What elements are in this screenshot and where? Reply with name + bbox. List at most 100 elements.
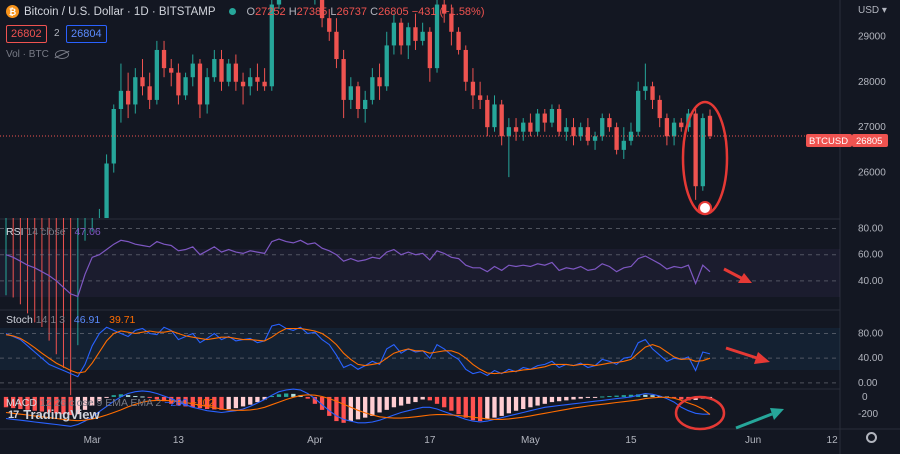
macd-histogram-bar: [147, 396, 152, 398]
macd-histogram-bar: [327, 396, 332, 416]
buy-button[interactable]: 26804: [66, 25, 107, 43]
candle-body: [621, 140, 626, 150]
candle-body: [650, 86, 655, 100]
arrow-up-macd: [735, 408, 784, 430]
macd-histogram-bar: [255, 396, 260, 403]
candle-body: [370, 77, 375, 100]
sell-button[interactable]: 26802: [6, 25, 47, 43]
stoch-legend[interactable]: Stoch 14 1 3 46.91 39.71: [6, 314, 136, 326]
candle-body: [470, 81, 476, 96]
macd-histogram-bar: [628, 394, 634, 397]
tradingview-logo-icon: 17: [8, 408, 19, 421]
macd-histogram-bar: [82, 396, 88, 410]
macd-histogram-bar: [513, 396, 519, 411]
candle-body: [434, 4, 440, 69]
rsi-legend[interactable]: RSI 14 close 47.06: [6, 226, 101, 238]
candle-body: [600, 118, 605, 137]
macd-line: [5, 388, 710, 427]
time-tick-label: Apr: [307, 435, 323, 446]
symbol-title[interactable]: Bitcoin / U.S. Dollar · 1D · BITSTAMP: [24, 5, 216, 18]
candle-body: [161, 49, 167, 69]
currency-selector[interactable]: USD ▾: [858, 5, 887, 16]
macd-histogram-bar: [111, 395, 116, 397]
macd-histogram-bar: [470, 396, 476, 421]
candle-body: [204, 77, 210, 105]
macd-histogram-bar: [363, 396, 368, 418]
macd-histogram-bar: [671, 396, 677, 398]
candle-body: [513, 127, 519, 132]
macd-histogram-bar: [614, 395, 619, 397]
candle-body: [477, 95, 483, 100]
change-value: −431 (−1.58%): [411, 5, 485, 18]
macd-value: −200: [164, 397, 188, 409]
macd-legend[interactable]: MACD 12 26 close 9 EMA EMA 2 −200 −202: [6, 397, 215, 409]
candle-body: [406, 27, 411, 46]
candle-body: [377, 77, 382, 87]
macd-histogram-bar: [420, 396, 425, 400]
candle-body: [700, 118, 705, 187]
stoch-k-value: 46.91: [73, 314, 101, 326]
macd-histogram-bar: [370, 396, 375, 416]
macd-histogram-bar: [442, 396, 447, 408]
candle-body: [248, 77, 253, 87]
candle-body: [542, 113, 547, 123]
chart-header: ₿ Bitcoin / U.S. Dollar · 1D · BITSTAMP …: [6, 5, 485, 18]
macd-histogram-bar: [125, 395, 131, 397]
settings-icon[interactable]: [866, 432, 877, 443]
candle-body: [564, 127, 569, 132]
candle-body: [664, 118, 670, 137]
macd-histogram-bar: [521, 396, 526, 409]
candle-body: [449, 13, 454, 32]
macd-histogram-bar: [571, 396, 576, 400]
spread-value: 2: [54, 28, 60, 39]
price-tick-label: 26000: [858, 168, 886, 179]
candle-body: [169, 68, 174, 73]
macd-histogram-bar: [377, 396, 382, 413]
candle-body: [226, 63, 231, 82]
macd-histogram-bar: [485, 396, 490, 420]
macd-histogram-bar: [463, 396, 468, 418]
candle-body: [118, 90, 124, 109]
macd-histogram-bar: [506, 396, 512, 414]
time-tick-label: 12: [827, 435, 839, 446]
candle-body: [585, 127, 591, 141]
candle-body: [176, 72, 181, 96]
candle-body: [212, 59, 217, 78]
macd-histogram-bar: [556, 396, 562, 402]
macd-histogram-bar: [104, 396, 109, 398]
macd-histogram-bar: [212, 396, 217, 410]
macd-histogram-bar: [592, 396, 598, 398]
candle-body: [643, 86, 648, 91]
high-value: 27385: [296, 5, 328, 18]
candle-body: [657, 99, 662, 119]
macd-histogram-bar: [133, 396, 138, 398]
macd-histogram-bar: [348, 396, 353, 422]
candle-body: [607, 118, 612, 128]
macd-histogram-bar: [39, 396, 45, 412]
event-marker-icon[interactable]: [698, 201, 712, 215]
macd-histogram-bar: [25, 396, 30, 410]
candle-body: [355, 86, 361, 109]
candle-body: [398, 22, 404, 46]
candle-body: [427, 31, 432, 69]
time-tick-label: May: [521, 435, 540, 446]
macd-histogram-bar: [542, 396, 547, 404]
macd-histogram-bar: [68, 396, 73, 416]
macd-histogram-bar: [650, 395, 655, 397]
eye-hidden-icon[interactable]: [54, 50, 69, 59]
macd-histogram-bar: [18, 396, 23, 409]
macd-histogram-bar: [334, 396, 339, 422]
rsi-line: [5, 238, 711, 298]
macd-histogram-bar: [269, 396, 274, 398]
candle-body: [154, 49, 160, 100]
macd-histogram-bar: [528, 396, 533, 408]
macd-histogram-bar: [413, 396, 418, 403]
macd-histogram-bar: [3, 396, 9, 408]
macd-histogram-bar: [204, 396, 210, 409]
macd-histogram-bar: [406, 396, 411, 404]
candle-body: [679, 122, 684, 128]
stoch-tick-label: 0.00: [858, 378, 878, 389]
candle-body: [348, 86, 353, 100]
annotation-ellipse-macd: [674, 395, 726, 431]
